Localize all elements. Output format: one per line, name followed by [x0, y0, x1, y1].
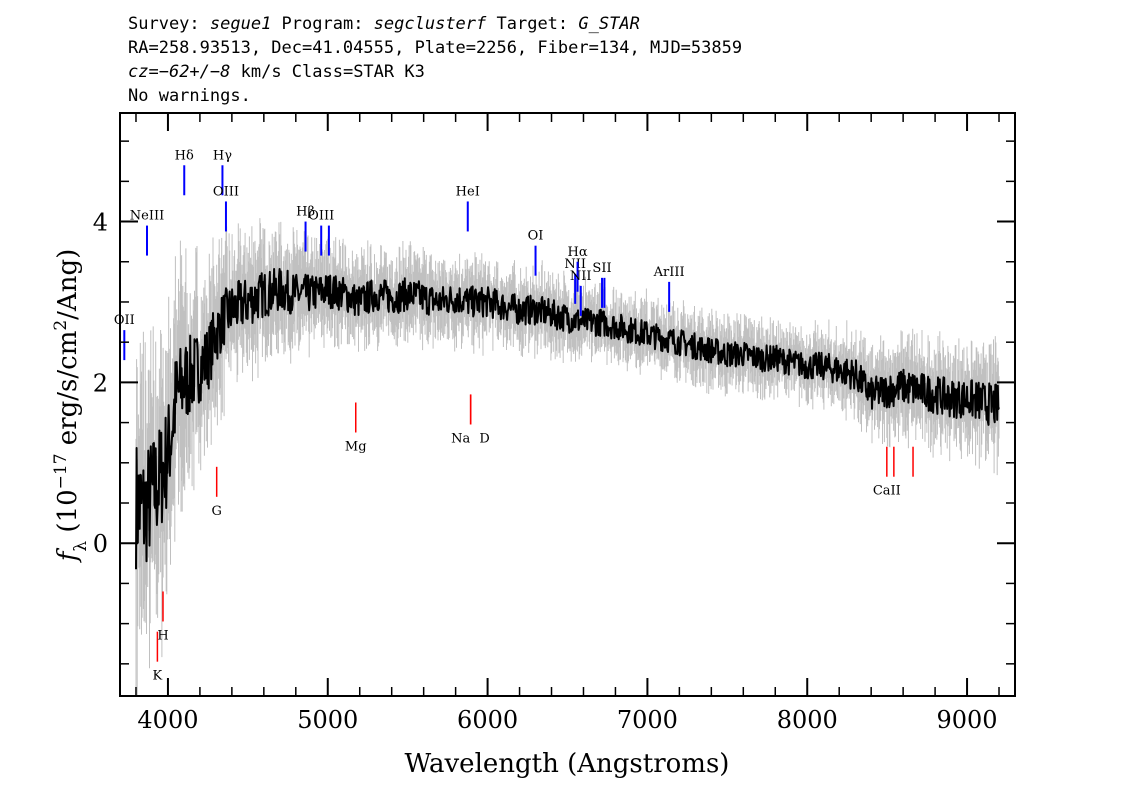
target-value: G_STAR [578, 14, 640, 34]
cz-label: cz [128, 62, 149, 82]
x-tick-label: 8000 [777, 706, 838, 734]
emission-line-label: Hα [568, 245, 588, 260]
plot-frame [119, 112, 1016, 697]
emission-line-label: OIII [308, 209, 334, 224]
header-warnings-line: No warnings. [128, 86, 251, 106]
x-tick-label: 4000 [137, 706, 198, 734]
emission-line-label: Hδ [175, 148, 194, 163]
cz-value: =−62+/−8 [148, 62, 231, 82]
x-tick-label: 9000 [937, 706, 998, 734]
y-tick-label: 2 [93, 369, 108, 397]
emission-line-label: NII [570, 269, 592, 284]
y-axis-label-part: erg/s/cm [53, 331, 83, 454]
header-redshift-line: cz=−62+/−8 km/s Class=STAR K3 [128, 60, 742, 84]
survey-value: segue1 [209, 14, 272, 34]
absorption-line-label: D [479, 431, 489, 446]
emission-line-label: NII [564, 257, 586, 272]
x-axis-label: Wavelength (Angstroms) [405, 749, 730, 779]
emission-line-label: SII [592, 261, 611, 276]
y-tick-label: 4 [93, 209, 108, 237]
absorption-line-label: CaII [873, 484, 901, 499]
y-axis-label-part: (10 [53, 489, 83, 541]
x-tick-label: 5000 [297, 706, 358, 734]
x-tick-label: 6000 [457, 706, 518, 734]
spectrum-header: Survey: segue1 Program: segclusterf Targ… [128, 12, 742, 108]
absorption-line-label: Mg [345, 439, 367, 454]
emission-line-label: ArIII [653, 265, 685, 280]
emission-line-label: OI [528, 229, 544, 244]
emission-line-label: NeIII [130, 209, 164, 224]
emission-line-label: Hβ [296, 205, 315, 220]
y-axis-label: fλ (10−17 erg/s/cm2/Ang) [51, 249, 91, 564]
emission-line-label: OIII [213, 184, 239, 199]
header-survey-line: Survey: segue1 Program: segclusterf Targ… [128, 12, 742, 36]
y-axis-label-part: λ [71, 541, 91, 552]
flux-line [135, 268, 1000, 570]
survey-label: Survey: [128, 14, 210, 34]
flux-layer [135, 268, 1000, 570]
y-tick-label: 0 [93, 530, 108, 558]
program-label: Program: [271, 14, 374, 34]
header-coordinates-line: RA=258.93513, Dec=41.04555, Plate=2256, … [128, 38, 743, 58]
y-axis-label-part: /Ang) [53, 249, 83, 320]
y-axis-label-part: 2 [51, 320, 71, 331]
absorption-line-label: K [153, 669, 163, 684]
x-tick-label: 7000 [617, 706, 678, 734]
emission-line-label: OII [114, 313, 135, 328]
y-axis-label-part: −17 [51, 453, 71, 489]
emission-line-label: Hγ [213, 148, 232, 163]
absorption-line-label: H [157, 628, 168, 643]
class-label: km/s Class=STAR K3 [230, 62, 425, 82]
emission-line-label: HeI [456, 184, 480, 199]
absorption-line-label: Na [451, 431, 470, 446]
axes-layer: 4000 5000 6000 7000 8000 9000 0 2 4 [93, 112, 1016, 734]
absorption-line-label: G [211, 504, 221, 519]
target-label: Target: [486, 14, 579, 34]
program-value: segclusterf [373, 14, 487, 34]
